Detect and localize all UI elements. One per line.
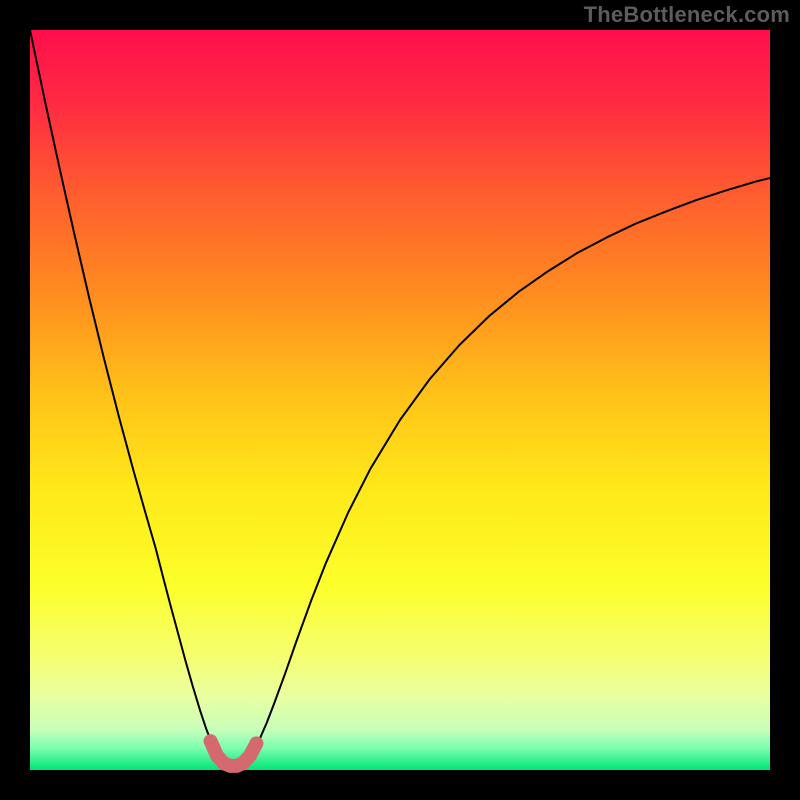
chart-stage: TheBottleneck.com	[0, 0, 800, 800]
bottleneck-chart	[0, 0, 800, 800]
plot-background	[30, 30, 770, 770]
watermark-text: TheBottleneck.com	[584, 2, 790, 28]
